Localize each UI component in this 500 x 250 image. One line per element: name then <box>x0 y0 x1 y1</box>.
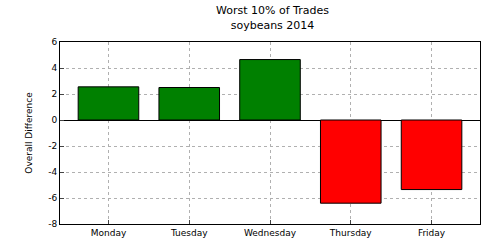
svg-text:-6: -6 <box>48 193 57 203</box>
svg-text:Thursday: Thursday <box>329 228 373 238</box>
svg-text:-4: -4 <box>48 167 57 177</box>
svg-text:Overall Difference: Overall Difference <box>24 92 34 174</box>
svg-text:4: 4 <box>51 63 57 73</box>
svg-text:Tuesday: Tuesday <box>170 228 208 238</box>
svg-text:6: 6 <box>51 37 57 47</box>
svg-text:0: 0 <box>51 115 57 125</box>
svg-text:Worst 10% of Tradessoybeans 20: Worst 10% of Tradessoybeans 2014 <box>216 4 329 31</box>
svg-text:-2: -2 <box>48 141 57 151</box>
svg-text:2: 2 <box>51 89 57 99</box>
svg-text:Monday: Monday <box>91 228 127 238</box>
svg-text:Wednesday: Wednesday <box>244 228 297 238</box>
svg-text:-8: -8 <box>48 219 57 229</box>
svg-text:Friday: Friday <box>418 228 446 238</box>
